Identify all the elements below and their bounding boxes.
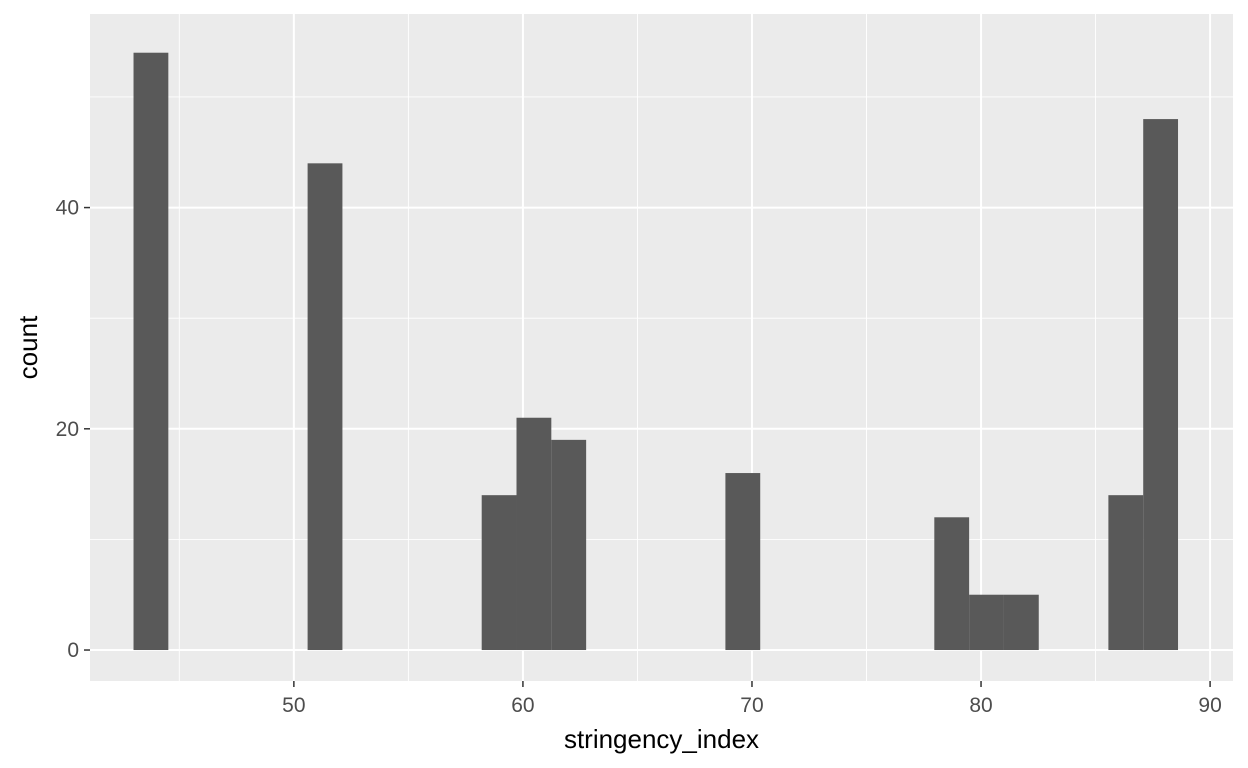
histogram-bar: [725, 473, 761, 651]
y-axis-title: count: [13, 315, 43, 379]
y-axis: 0 20 40: [56, 197, 90, 662]
histogram-bar: [969, 594, 1004, 651]
histogram-bars: [133, 52, 1179, 651]
x-tick-label: 90: [1198, 694, 1221, 717]
x-tick-label: 80: [969, 694, 992, 717]
y-tick-label: 0: [67, 639, 79, 662]
histogram-bar: [934, 517, 970, 651]
histogram-bar: [307, 163, 343, 651]
minor-grid-lines: [90, 14, 1233, 681]
histogram-bar: [516, 417, 552, 651]
histogram-bar: [133, 52, 169, 651]
histogram-bar: [551, 439, 587, 651]
x-axis: 50 60 70 80 90: [282, 681, 1222, 717]
histogram-bar: [1143, 119, 1179, 651]
x-tick-label: 50: [282, 694, 305, 717]
y-tick-label: 20: [56, 418, 79, 441]
x-tick-label: 70: [740, 694, 763, 717]
x-tick-label: 60: [511, 694, 534, 717]
x-axis-title: stringency_index: [564, 724, 759, 754]
plot-panel: [90, 14, 1233, 681]
y-tick-label: 40: [56, 197, 79, 220]
histogram-bar: [1108, 495, 1144, 651]
histogram-bar: [481, 495, 517, 651]
histogram-bar: [1003, 594, 1039, 651]
